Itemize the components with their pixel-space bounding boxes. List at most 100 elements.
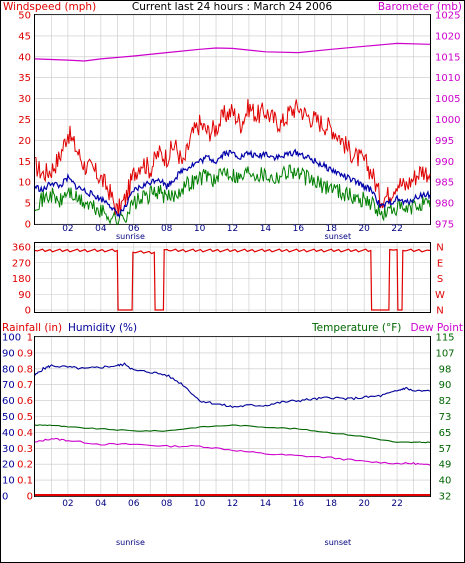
humidity-tick-label: 100 xyxy=(2,333,21,344)
temperature-tick-label: 65 xyxy=(439,428,452,439)
hour-tick-label: 18 xyxy=(326,499,338,509)
wind-direction-line xyxy=(34,248,431,311)
hour-tick-label: 20 xyxy=(358,224,370,234)
wind-tick-label: 0 xyxy=(25,220,31,231)
humidity-tick-label: 20 xyxy=(2,460,15,471)
rain-y-axis: 0 0.1 0.2 0.3 0.4 0.5 0.6 0.7 0.8 0.9 1 xyxy=(17,333,33,503)
barometer-tick-label: 985 xyxy=(435,178,454,189)
rain-tick-label: 0 xyxy=(27,492,33,503)
compass-tick-label: E xyxy=(437,258,443,269)
humidity-axis-title: Humidity (%) xyxy=(68,322,137,334)
wind-average-line xyxy=(34,148,431,219)
hour-tick-label: 02 xyxy=(62,224,73,234)
compass-tick-label: N xyxy=(436,243,443,254)
hour-tick-label: 20 xyxy=(358,499,370,509)
rain-tick-label: 0.4 xyxy=(17,428,33,439)
temperature-tick-label: 49 xyxy=(439,460,452,471)
hour-tick-label: 16 xyxy=(293,224,305,234)
rain-tick-label: 0.9 xyxy=(17,348,33,359)
hour-tick-label: 06 xyxy=(128,499,140,509)
humidity-tick-label: 90 xyxy=(2,348,15,359)
temperature-line xyxy=(34,424,431,444)
wind-tick-label: 20 xyxy=(18,136,31,147)
hour-tick-label: 14 xyxy=(260,224,272,234)
compass-tick-label: S xyxy=(437,274,443,285)
barometer-tick-label: 1000 xyxy=(435,115,460,126)
rain-tick-label: 1 xyxy=(27,333,33,344)
humidity-y-axis: 0 10 20 30 40 50 60 70 80 90 100 xyxy=(2,333,21,503)
hour-tick-label: 06 xyxy=(128,224,140,234)
wind-x-axis: 02 04 06 08 10 12 14 16 18 20 22 xyxy=(62,224,403,234)
temperature-axis-title: Temperature (°F) xyxy=(311,322,401,334)
humidity-tick-label: 50 xyxy=(2,412,15,423)
wind-tick-label: 10 xyxy=(18,178,31,189)
direction-tick-label: 90 xyxy=(18,290,31,301)
humidity-tick-label: 0 xyxy=(2,492,8,503)
barometer-tick-label: 975 xyxy=(435,220,454,231)
wind-gridlines xyxy=(35,14,430,225)
humidity-line xyxy=(34,362,431,409)
barometer-line xyxy=(34,42,431,62)
compass-tick-label: N xyxy=(436,306,443,317)
humidity-tick-label: 10 xyxy=(2,476,15,487)
hour-tick-label: 04 xyxy=(95,224,107,234)
temperature-tick-label: 40 xyxy=(439,476,452,487)
sunrise-label: sunrise xyxy=(116,232,145,241)
hour-tick-label: 08 xyxy=(161,224,173,234)
hour-tick-label: 04 xyxy=(95,499,107,509)
wind-axis-title: Windspeed (mph) xyxy=(3,1,96,13)
rain-axis-title: Rainfall (in) xyxy=(2,322,62,334)
hour-tick-label: 08 xyxy=(161,499,173,509)
rain-tick-label: 0.5 xyxy=(17,412,33,423)
compass-tick-label: W xyxy=(435,290,445,301)
hour-tick-label: 10 xyxy=(194,499,206,509)
rain-tick-label: 0.2 xyxy=(17,460,33,471)
rain-tick-label: 0.1 xyxy=(17,476,33,487)
temperature-tick-label: 32 xyxy=(439,492,452,503)
barometer-y-axis: 975 980 985 990 995 1000 1005 1010 1015 1020 1025 xyxy=(435,11,460,231)
wind-y-axis: 0 5 10 15 20 25 30 35 40 45 50 xyxy=(18,11,31,231)
direction-tick-label: 270 xyxy=(12,258,31,269)
temperature-y-axis: 32 40 49 57 65 73 82 90 98 107 115 xyxy=(435,333,454,503)
temperature-tick-label: 73 xyxy=(439,412,452,423)
wind-tick-label: 50 xyxy=(18,11,31,22)
hour-tick-label: 12 xyxy=(227,224,238,234)
temperature-tick-label: 57 xyxy=(439,444,452,455)
barometer-tick-label: 1010 xyxy=(435,73,460,84)
direction-tick-label: 0 xyxy=(25,306,31,317)
rain-tick-label: 0.3 xyxy=(17,444,33,455)
hour-tick-label: 14 xyxy=(260,499,272,509)
wind-series xyxy=(34,42,431,226)
temperature-tick-label: 115 xyxy=(435,333,454,344)
rain-tick-label: 0.6 xyxy=(17,396,33,407)
barometer-tick-label: 1025 xyxy=(435,11,460,22)
dewpoint-line xyxy=(34,437,431,466)
dewpoint-axis-title: Dew Point xyxy=(410,322,463,334)
wind-tick-label: 5 xyxy=(25,199,31,210)
temperature-tick-label: 82 xyxy=(439,396,452,407)
barometer-tick-label: 1015 xyxy=(435,52,460,63)
humidity-tick-label: 30 xyxy=(2,444,15,455)
barometer-tick-label: 1020 xyxy=(435,31,460,42)
hour-tick-label: 22 xyxy=(391,224,402,234)
direction-series xyxy=(34,248,431,311)
wind-tick-label: 30 xyxy=(18,94,31,105)
wind-tick-label: 35 xyxy=(18,73,31,84)
barometer-axis-title: Barometer (mb) xyxy=(378,1,462,13)
wind-gust-line xyxy=(34,99,431,216)
barometer-tick-label: 1005 xyxy=(435,94,460,105)
humidity-series xyxy=(34,362,431,496)
chart-title: Current last 24 hours : March 24 2006 xyxy=(132,1,333,13)
temperature-tick-label: 90 xyxy=(439,380,452,391)
hour-tick-label: 12 xyxy=(227,499,238,509)
rain-tick-label: 0.7 xyxy=(17,380,33,391)
hour-tick-label: 10 xyxy=(194,224,206,234)
sunset-label-bottom: sunset xyxy=(325,538,352,547)
rain-tick-label: 0.8 xyxy=(17,364,33,375)
hour-tick-label: 18 xyxy=(326,224,338,234)
barometer-tick-label: 990 xyxy=(435,157,454,168)
direction-tick-label: 360 xyxy=(12,243,31,254)
wind-tick-label: 40 xyxy=(18,52,31,63)
